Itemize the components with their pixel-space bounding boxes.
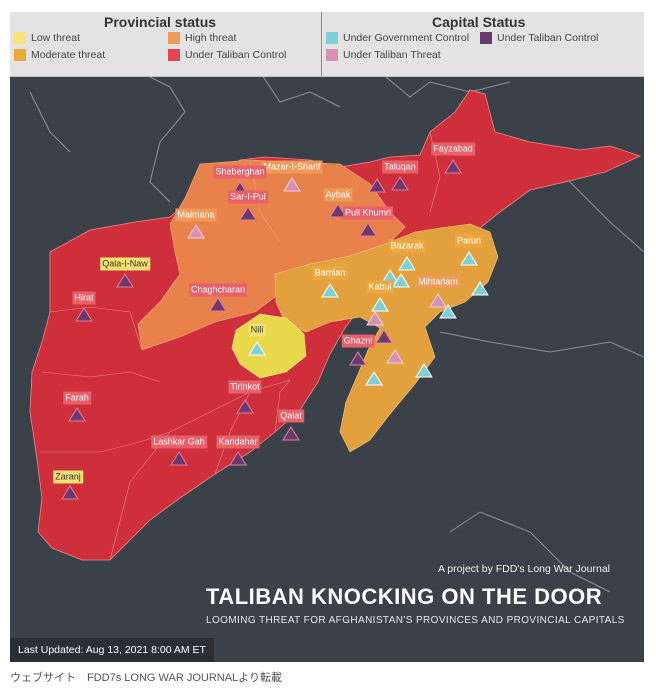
capital-marker-mazar[interactable] bbox=[283, 177, 301, 192]
city-label-nili[interactable]: Nili bbox=[248, 323, 266, 337]
capital-marker-farah[interactable] bbox=[68, 407, 86, 422]
legend-item-capital-taliban: Under Taliban Control bbox=[480, 32, 598, 44]
map-frame: Provincial status Capital Status Low thr… bbox=[10, 12, 644, 662]
city-label-aybak[interactable]: Aybak bbox=[323, 188, 353, 202]
capital-marker-gardez[interactable] bbox=[386, 349, 404, 364]
legend-divider bbox=[321, 12, 322, 76]
capital-marker-taluqan-2[interactable] bbox=[391, 176, 409, 191]
capital-marker-qala-i-naw[interactable] bbox=[116, 273, 134, 288]
city-label-zaranj[interactable]: Zaranj bbox=[53, 470, 83, 484]
city-label-puli-khumri[interactable]: Puli Khumri bbox=[342, 206, 394, 220]
legend-swatch-low-threat bbox=[14, 32, 26, 44]
legend-swatch-capital-taliban bbox=[480, 32, 492, 44]
legend-swatch-capital-government bbox=[326, 32, 338, 44]
legend-item-moderate-threat: Moderate threat bbox=[14, 49, 105, 61]
capital-marker-taluqan-1[interactable] bbox=[368, 178, 386, 193]
capital-marker-zaranj[interactable] bbox=[61, 485, 79, 500]
capital-marker-maidan-shahr[interactable] bbox=[366, 311, 384, 326]
legend-swatch-taliban-control bbox=[168, 49, 180, 61]
legend-swatch-moderate-threat bbox=[14, 49, 26, 61]
legend-item-capital-threat: Under Taliban Threat bbox=[326, 49, 441, 61]
city-label-fayzabad[interactable]: Fayzabad bbox=[431, 142, 475, 156]
legend-label-moderate-threat: Moderate threat bbox=[31, 49, 106, 61]
city-label-tirinkot[interactable]: Tirinkot bbox=[228, 380, 262, 394]
legend-swatch-high-threat bbox=[168, 32, 180, 44]
capital-marker-sharana[interactable] bbox=[365, 371, 383, 386]
capital-marker-mihtarlam[interactable] bbox=[429, 293, 447, 308]
city-label-chaghcharan[interactable]: Chaghcharan bbox=[188, 283, 248, 297]
legend-label-capital-threat: Under Taliban Threat bbox=[343, 49, 441, 61]
city-label-kandahar[interactable]: Kandahar bbox=[216, 435, 260, 449]
capital-marker-charikar[interactable] bbox=[392, 273, 410, 288]
capital-marker-nili[interactable] bbox=[248, 341, 266, 356]
legend-label-capital-government: Under Government Control bbox=[343, 32, 470, 44]
city-label-kabul[interactable]: Kabul bbox=[366, 280, 394, 294]
legend-item-high-threat: High threat bbox=[168, 32, 236, 44]
capital-marker-hirat[interactable] bbox=[75, 307, 93, 322]
city-label-taluqan[interactable]: Taluqan bbox=[382, 160, 418, 174]
capital-marker-asadabad[interactable] bbox=[471, 281, 489, 296]
capital-marker-fayzabad[interactable] bbox=[444, 159, 462, 174]
city-label-maimana[interactable]: Maimana bbox=[175, 208, 217, 222]
city-label-bazarak[interactable]: Bazarak bbox=[388, 239, 426, 253]
capital-marker-chaghcharan[interactable] bbox=[209, 297, 227, 312]
legend-item-taliban-control: Under Taliban Control bbox=[168, 49, 286, 61]
capital-marker-tirinkot[interactable] bbox=[236, 399, 254, 414]
country-region-taliban-controlled bbox=[29, 89, 642, 561]
capital-marker-bamian[interactable] bbox=[321, 283, 339, 298]
capital-marker-jalalabad[interactable] bbox=[439, 304, 457, 319]
capital-marker-ghazni[interactable] bbox=[349, 351, 367, 366]
capital-marker-sar-i-pul[interactable] bbox=[239, 206, 257, 221]
map-subtitle: LOOMING THREAT FOR AFGHANISTAN'S PROVINC… bbox=[206, 615, 625, 626]
city-label-hirat[interactable]: Hirat bbox=[72, 291, 96, 305]
image-caption: ウェブサイト FDD7s LONG WAR JOURNALより転載 bbox=[10, 672, 282, 684]
capital-marker-puli-khumri[interactable] bbox=[359, 222, 377, 237]
city-label-parun[interactable]: Parun bbox=[454, 234, 484, 248]
city-label-sheberghan[interactable]: Sheberghan bbox=[213, 165, 267, 179]
capital-marker-maimana[interactable] bbox=[187, 224, 205, 239]
legend-title-capital: Capital Status bbox=[432, 14, 526, 30]
capital-marker-bazarak[interactable] bbox=[398, 256, 416, 271]
legend-item-capital-government: Under Government Control bbox=[326, 32, 469, 44]
city-label-ghazni[interactable]: Ghazni bbox=[341, 334, 375, 348]
capital-marker-kabul[interactable] bbox=[371, 297, 389, 312]
city-label-sar-i-pul[interactable]: Sar-I-Pul bbox=[228, 190, 268, 204]
legend-label-low-threat: Low threat bbox=[31, 32, 81, 44]
legend-label-taliban-control: Under Taliban Control bbox=[185, 49, 287, 61]
map-title: TALIBAN KNOCKING ON THE DOOR bbox=[206, 584, 603, 609]
legend-title-provincial: Provincial status bbox=[104, 14, 217, 30]
project-credit: A project by FDD's Long War Journal bbox=[437, 563, 610, 575]
city-label-qalat[interactable]: Qalat bbox=[278, 409, 304, 423]
map-legend: Provincial status Capital Status Low thr… bbox=[10, 12, 644, 77]
capital-marker-qalat[interactable] bbox=[282, 426, 300, 441]
capital-marker-khost[interactable] bbox=[415, 363, 433, 378]
city-label-mazar-i-sharif[interactable]: Mazar-I-Sharif bbox=[261, 160, 323, 174]
city-label-bamian[interactable]: Bamian bbox=[312, 266, 348, 280]
legend-label-high-threat: High threat bbox=[185, 32, 237, 44]
legend-item-low-threat: Low threat bbox=[14, 32, 80, 44]
capital-marker-aybak[interactable] bbox=[329, 203, 347, 218]
legend-swatch-capital-threat bbox=[326, 49, 338, 61]
city-label-lashkar-gah[interactable]: Lashkar Gah bbox=[151, 435, 207, 449]
capital-marker-kandahar[interactable] bbox=[229, 451, 247, 466]
capital-marker-lashkar-gah[interactable] bbox=[170, 451, 188, 466]
capital-marker-parun[interactable] bbox=[460, 251, 478, 266]
legend-label-capital-taliban: Under Taliban Control bbox=[497, 32, 599, 44]
capital-marker-pul-i-alam[interactable] bbox=[375, 329, 393, 344]
city-label-farah[interactable]: Farah bbox=[63, 391, 91, 405]
last-updated-badge: Last Updated: Aug 13, 2021 8:00 AM ET bbox=[10, 638, 214, 662]
city-label-mihtarlam[interactable]: Mihtarlam bbox=[416, 275, 460, 289]
city-label-qala-i-naw[interactable]: Qala-I-Naw bbox=[100, 257, 150, 271]
